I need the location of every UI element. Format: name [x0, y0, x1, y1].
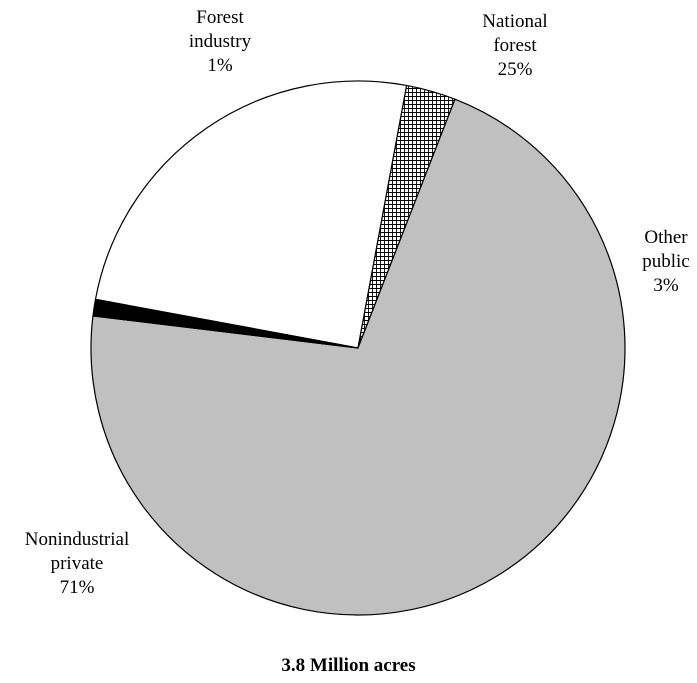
slice-label-line-2: industry — [188, 31, 252, 52]
pie-slice-national-forest — [94, 80, 408, 349]
chart-caption: 3.8 Million acres — [281, 655, 416, 676]
pie-slices — [90, 80, 626, 616]
slice-label-line-2: forest — [493, 35, 537, 56]
pie-slice-nonindustrial-private — [90, 98, 626, 616]
slice-label-line-1: National — [482, 11, 548, 32]
slice-value-label: 1% — [207, 55, 233, 76]
slice-label-line-1: Nonindustrial — [24, 529, 130, 550]
slice-label-forest-industry: Forest industry 1% — [160, 6, 280, 78]
slice-label-line-1: Forest — [196, 7, 244, 28]
slice-label-national-forest: National forest 25% — [445, 10, 585, 82]
slice-value-label: 3% — [653, 275, 679, 296]
slice-label-other-public: Other public 3% — [626, 226, 697, 298]
slice-label-line-2: private — [50, 553, 104, 574]
slice-value-label: 25% — [497, 59, 533, 80]
slice-label-line-1: Other — [644, 227, 688, 248]
slice-value-label: 71% — [59, 577, 95, 598]
slice-label-nonindustrial-private: Nonindustrial private 71% — [2, 528, 152, 600]
pie-slice-forest-industry — [92, 298, 359, 349]
slice-label-line-2: public — [642, 251, 690, 272]
